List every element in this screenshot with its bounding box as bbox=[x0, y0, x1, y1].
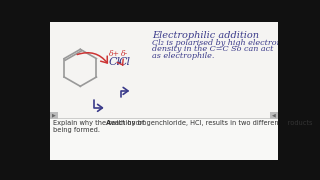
Text: being formed.: being formed. bbox=[53, 127, 100, 133]
Text: density in the C=C So can act: density in the C=C So can act bbox=[152, 46, 274, 53]
Bar bbox=[50, 112, 58, 119]
Bar bbox=[278, 22, 288, 160]
Text: Explain why the reaction of: Explain why the reaction of bbox=[53, 120, 147, 126]
Text: Cl: Cl bbox=[109, 57, 121, 67]
Bar bbox=[50, 118, 278, 160]
Bar bbox=[270, 112, 278, 119]
Text: as electrophile.: as electrophile. bbox=[152, 52, 215, 60]
Bar bbox=[40, 22, 50, 160]
Text: ◀: ◀ bbox=[272, 113, 276, 118]
Text: A: A bbox=[106, 120, 111, 126]
Text: δ-: δ- bbox=[121, 50, 128, 58]
Text: Cl₂ is polarised by high electron: Cl₂ is polarised by high electron bbox=[152, 39, 282, 47]
Text: ▶: ▶ bbox=[52, 113, 56, 118]
Text: with hydrogenchloride, HCl, results in two different products: with hydrogenchloride, HCl, results in t… bbox=[109, 120, 312, 126]
Text: Electrophilic addition: Electrophilic addition bbox=[152, 31, 260, 40]
Text: δ+: δ+ bbox=[109, 50, 120, 58]
Text: Cl: Cl bbox=[119, 57, 131, 67]
